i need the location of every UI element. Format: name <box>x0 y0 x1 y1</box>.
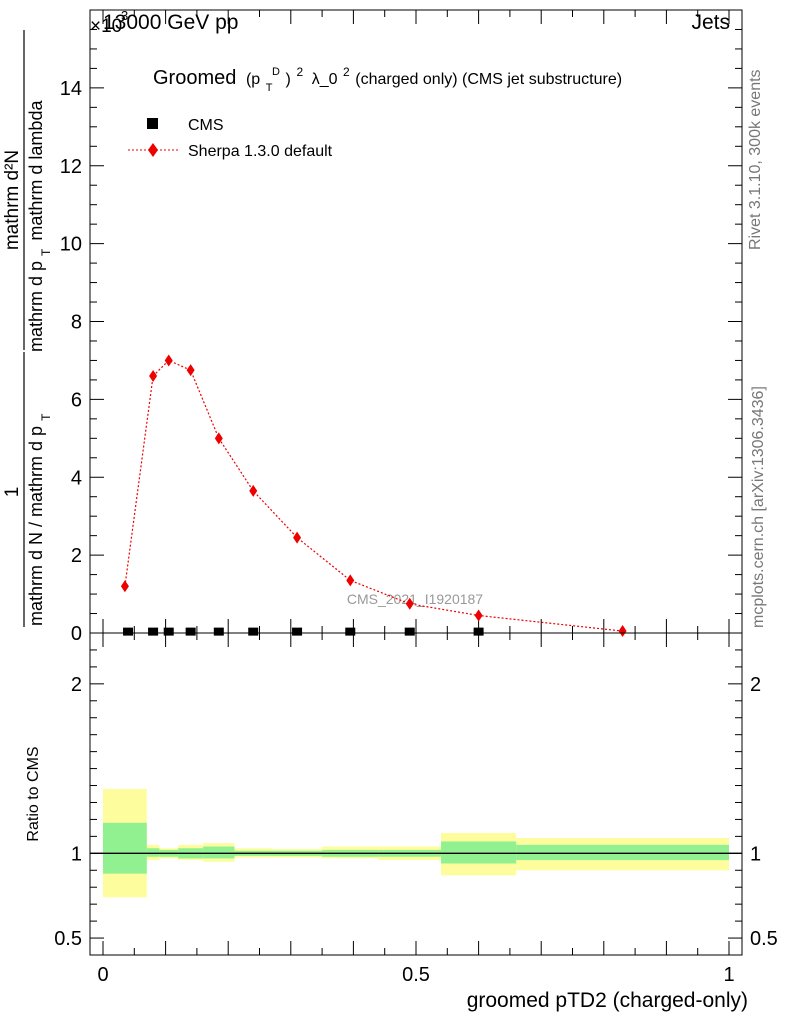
header-right: Jets <box>691 11 730 34</box>
sherpa-point <box>214 432 223 445</box>
cms-point <box>185 627 196 636</box>
ylabel-num-lhs: 1 <box>2 487 23 498</box>
ratio-panel-frame <box>89 632 743 956</box>
ratio-band-inner <box>441 841 517 864</box>
main-y-tick-label: 0 <box>71 623 82 645</box>
ratio-bands <box>90 788 742 898</box>
ylabel-num-rhs: mathrm d²N <box>2 150 23 250</box>
x-axis-label: groomed pTD2 (charged-only) <box>467 989 748 1012</box>
ratio-ticks: 0.5 0.5 1 1 2 2 0 0.5 1 <box>54 633 778 986</box>
main-y-tick-label: 8 <box>71 312 82 334</box>
ratio-y-tick-label-right: 1 <box>750 843 761 865</box>
legend-sherpa-marker <box>148 143 158 157</box>
title-sup-d: D <box>272 66 280 78</box>
cms-point <box>163 627 174 636</box>
sherpa-point <box>618 625 627 638</box>
cms-point <box>148 627 159 636</box>
cms-point <box>248 627 259 636</box>
sherpa-point <box>405 597 414 610</box>
mcplots-label: mcplots.cern.ch [arXiv:1306.3436] <box>750 386 767 628</box>
sherpa-point <box>249 484 258 497</box>
header-left: 13000 GeV pp <box>103 11 238 34</box>
ylabel-den-rhs-sub: T <box>39 248 53 256</box>
title-sup2b: 2 <box>343 65 350 79</box>
legend-sherpa-label: Sherpa 1.3.0 default <box>188 143 333 160</box>
title-lambda: λ_0 <box>312 71 338 88</box>
cms-point <box>473 627 484 636</box>
x-tick-label: 1 <box>723 964 734 986</box>
sherpa-point <box>186 364 195 377</box>
ylabel-den-lhs-text: mathrm d N / mathrm d p <box>26 426 46 626</box>
legend-cms-marker <box>147 118 158 129</box>
x-tick-label: 0.5 <box>402 964 430 986</box>
ylabel-den-lhs-sub: T <box>39 413 53 421</box>
ylabel-den-rhs-b: mathrm d lambda <box>26 100 46 241</box>
ratio-y-label: Ratio to CMS <box>25 746 42 841</box>
title-p: (p <box>246 71 260 88</box>
cms-point <box>345 627 356 636</box>
analysis-watermark: CMS_2021_I1920187 <box>347 591 483 607</box>
ratio-y-tick-label-right: 2 <box>750 674 761 696</box>
main-y-tick-label: 6 <box>71 389 82 411</box>
main-y-tick-label: 12 <box>60 156 82 178</box>
main-y-ticks: 0 2 4 6 8 10 12 14 <box>60 9 742 645</box>
ylabel-den-lhs: mathrm d N / mathrm d p T <box>26 413 53 626</box>
sherpa-point <box>474 609 483 622</box>
ylabel-den-rhs-a: mathrm d p <box>26 261 46 352</box>
y-exponent: ×10 <box>90 16 122 37</box>
sherpa-point <box>346 574 355 587</box>
y-exponent-power: 3 <box>121 8 128 23</box>
main-y-tick-label: 14 <box>60 78 82 100</box>
main-y-label: 1 mathrm d N / mathrm d p T mathrm d²N m… <box>2 30 54 627</box>
main-y-tick-label: 4 <box>71 467 82 489</box>
ylabel-den-rhs: mathrm d p T mathrm d lambda <box>26 100 54 352</box>
ratio-y-tick-label: 0.5 <box>54 928 82 950</box>
title-sub: T <box>266 82 273 94</box>
main-data-layer <box>120 354 627 638</box>
rivet-label: Rivet 3.1.10, 300k events <box>747 69 764 250</box>
ratio-y-tick-label: 2 <box>71 674 82 696</box>
cms-point <box>404 627 415 636</box>
legend-cms-label: CMS <box>188 117 224 134</box>
x-tick-label: 0 <box>97 964 108 986</box>
ratio-y-tick-label-right: 0.5 <box>750 928 778 950</box>
title-suffix: (charged only) (CMS jet substructure) <box>355 71 622 88</box>
ratio-band-inner <box>203 846 235 859</box>
sherpa-point <box>164 354 173 367</box>
title-close: ) <box>286 71 291 88</box>
ratio-y-tick-label: 1 <box>71 843 82 865</box>
ratio-band-inner <box>146 848 160 857</box>
cms-point <box>292 627 303 636</box>
title-prefix: Groomed <box>153 67 236 89</box>
main-y-tick-label: 10 <box>60 234 82 256</box>
ratio-band-inner <box>103 822 147 874</box>
sherpa-point <box>120 580 129 593</box>
main-panel-frame <box>89 9 743 634</box>
cms-point <box>123 627 134 636</box>
main-y-tick-label: 2 <box>71 545 82 567</box>
ratio-band-inner <box>516 844 729 861</box>
sherpa-point <box>293 531 302 544</box>
main-title: Groomed (p T D ) 2 λ_0 2 (charged only) … <box>153 58 622 96</box>
sherpa-point <box>149 370 158 383</box>
title-sup2: 2 <box>296 65 303 79</box>
cms-point <box>213 627 224 636</box>
